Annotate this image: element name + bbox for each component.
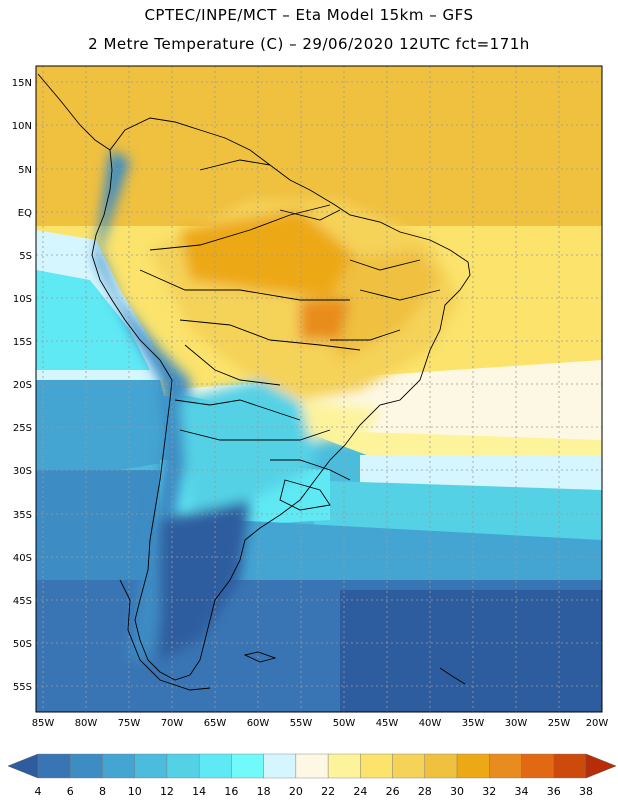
colorbar-cell: [70, 753, 103, 779]
lat-label: 50S: [13, 639, 32, 650]
colorbar-label: 34: [515, 785, 529, 798]
lon-label: 40W: [419, 718, 442, 729]
colorbar-label: 28: [418, 785, 432, 798]
lat-label: 15N: [12, 78, 32, 89]
lat-label: 25S: [13, 423, 32, 434]
colorbar-label: 8: [99, 785, 106, 798]
colorbar-label: 18: [257, 785, 271, 798]
lat-label: 15S: [13, 337, 32, 348]
colorbar-cell: [37, 753, 71, 779]
lat-label: 30S: [13, 466, 32, 477]
lon-label: 60W: [247, 718, 270, 729]
colorbar-label: 36: [547, 785, 561, 798]
lat-label: 10N: [12, 121, 32, 132]
colorbar-cell: [263, 753, 297, 779]
latitude-labels: 15N 10N 5N EQ 5S 10S 15S 20S 25S 30S 35S…: [12, 78, 32, 693]
colorbar-cell: [134, 753, 168, 779]
colorbar-cell: [392, 753, 426, 779]
lat-label: 40S: [13, 553, 32, 564]
colorbar-cell: [102, 753, 135, 779]
lon-label: 35W: [462, 718, 485, 729]
colorbar-cell: [231, 753, 264, 779]
temperature-field: [36, 66, 602, 712]
colorbar-label: 26: [386, 785, 400, 798]
colorbar-cell: [295, 753, 329, 779]
lon-label: 45W: [376, 718, 399, 729]
colorbar-cell: [327, 753, 361, 779]
colorbar-label: 32: [482, 785, 496, 798]
colorbar-cell: [360, 753, 393, 779]
colorbar-cell: [456, 753, 490, 779]
lon-label: 75W: [118, 718, 141, 729]
lon-label: 85W: [32, 718, 55, 729]
colorbar-label: 22: [321, 785, 335, 798]
lon-label: 80W: [75, 718, 98, 729]
colorbar-cell: [198, 753, 232, 779]
map-title-line1: CPTEC/INPE/MCT – Eta Model 15km – GFS: [144, 6, 474, 24]
colorbar-cells: [37, 753, 587, 779]
lat-label: 55S: [13, 682, 32, 693]
colorbar-cell: [424, 753, 458, 779]
colorbar-label: 4: [35, 785, 42, 798]
colorbar-label: 20: [289, 785, 303, 798]
lat-label: 5S: [19, 251, 32, 262]
colorbar-right-arrow: [585, 753, 617, 779]
map-frame: [35, 65, 603, 713]
colorbar-label: 6: [67, 785, 74, 798]
lat-label: 5N: [18, 165, 32, 176]
longitude-labels: 85W 80W 75W 70W 65W 60W 55W 50W 45W 40W …: [32, 718, 609, 729]
map-title-line2: 2 Metre Temperature (C) – 29/06/2020 12U…: [88, 35, 530, 53]
colorbar-cell: [489, 753, 522, 779]
colorbar-label: 38: [579, 785, 593, 798]
lon-label: 50W: [333, 718, 356, 729]
colorbar-left-arrow: [7, 753, 39, 779]
colorbar-label: 16: [224, 785, 238, 798]
graticule: [36, 66, 602, 712]
colorbar-labels: 4 6 8 10 12 14 16 18 20 22 24 26 28 30 32 34 36 38: [35, 785, 594, 798]
coastlines: [37, 73, 471, 691]
colorbar-label: 14: [192, 785, 206, 798]
lon-label: 70W: [161, 718, 184, 729]
lon-label: 25W: [548, 718, 571, 729]
lon-label: 55W: [290, 718, 313, 729]
lon-label: 30W: [505, 718, 528, 729]
lat-label: 10S: [13, 294, 32, 305]
colorbar-cell: [521, 753, 554, 779]
lon-label: 65W: [204, 718, 227, 729]
colorbar-label: 10: [128, 785, 142, 798]
colorbar-label: 30: [450, 785, 464, 798]
colorbar: 4 6 8 10 12 14 16 18 20 22 24 26 28 30 32 34 36 38: [7, 753, 617, 798]
lat-label: 45S: [13, 596, 32, 607]
lat-label: EQ: [18, 208, 32, 219]
colorbar-label: 12: [160, 785, 174, 798]
lat-label: 35S: [13, 510, 32, 521]
colorbar-cell: [553, 753, 587, 779]
colorbar-label: 24: [353, 785, 367, 798]
lat-label: 20S: [13, 380, 32, 391]
colorbar-cell: [166, 753, 200, 779]
lon-label: 20W: [586, 718, 609, 729]
